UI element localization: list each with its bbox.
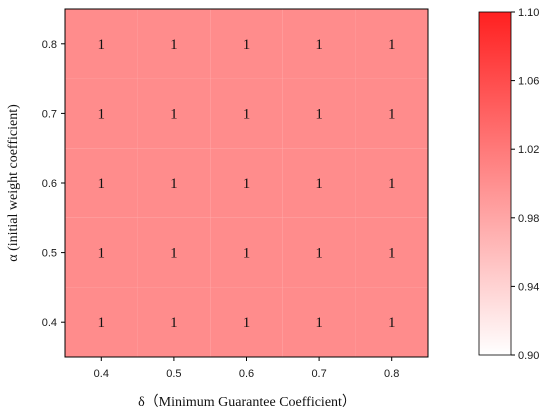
heatmap-cell: [210, 217, 283, 288]
cell-value-label: 1: [315, 315, 323, 331]
heatmap-cell: [65, 217, 138, 288]
cell-value-label: 1: [170, 37, 178, 53]
y-tick-label: 0.6: [42, 178, 57, 190]
heatmap-cell: [137, 78, 211, 149]
heatmap-cell: [210, 9, 283, 79]
x-tick-label: 0.5: [166, 368, 181, 380]
cell-value-label: 1: [98, 315, 106, 331]
cell-value-label: 1: [243, 37, 251, 53]
colorbar-tick-label: 0.90: [518, 350, 539, 362]
x-tick-label: 0.8: [384, 368, 399, 380]
heatmap-cell: [282, 78, 356, 149]
x-tick-label: 0.6: [239, 368, 254, 380]
heatmap-cell: [137, 9, 211, 79]
cell-value-label: 1: [243, 315, 251, 331]
heatmap-cell: [282, 148, 356, 218]
colorbar-tick-label: 1.02: [518, 144, 539, 156]
heatmap-cell: [210, 148, 283, 218]
colorbar-tick-label: 1.10: [518, 7, 539, 19]
y-tick-label: 0.5: [42, 248, 57, 260]
heatmap-cell: [355, 148, 428, 218]
cell-labels: 1 1 1 1 1 1 1 1 1 1 1 1 1 1 1 1 1 1 1 1 1 1 1 1 1: [98, 37, 396, 331]
cell-value-label: 1: [388, 37, 396, 53]
cell-value-label: 1: [243, 106, 251, 122]
cell-value-label: 1: [243, 246, 251, 262]
colorbar: 0.90 0.94 0.98 1.02 1.06 1.10: [478, 7, 539, 362]
y-tick-label: 0.7: [42, 108, 57, 120]
cell-value-label: 1: [170, 106, 178, 122]
cell-value-label: 1: [170, 246, 178, 262]
x-axis-label: δ（Minimum Guarantee Coefficient）: [138, 394, 356, 410]
y-tick-label: 0.4: [42, 317, 57, 329]
heatmap-cell: [137, 148, 211, 218]
cell-value-label: 1: [98, 246, 106, 262]
cell-value-label: 1: [98, 176, 106, 192]
y-axis-label: α (initial weight coefficient): [6, 104, 21, 262]
colorbar-tick-label: 0.94: [518, 281, 539, 293]
heatmap-cell: [355, 217, 428, 288]
colorbar-gradient: [478, 11, 512, 356]
heatmap-cell: [355, 287, 428, 357]
cell-value-label: 1: [315, 106, 323, 122]
cell-value-label: 1: [388, 106, 396, 122]
cell-value-label: 1: [315, 176, 323, 192]
heatmap-cell: [65, 9, 138, 79]
cell-value-label: 1: [388, 176, 396, 192]
cell-value-label: 1: [170, 315, 178, 331]
axes: 0.4 0.5 0.6 0.7 0.8 0.4 0.5 0.6 0.7 0.8: [42, 8, 429, 380]
heatmap-cell: [65, 78, 138, 149]
heatmap-cell: [65, 148, 138, 218]
cell-value-label: 1: [315, 246, 323, 262]
heatmap-cell: [282, 217, 356, 288]
heatmap-cell: [65, 287, 138, 357]
cell-value-label: 1: [388, 315, 396, 331]
cell-value-label: 1: [243, 176, 251, 192]
heatmap-cell: [137, 287, 211, 357]
x-tick-label: 0.7: [311, 368, 326, 380]
heatmap-cell: [137, 217, 211, 288]
heatmap-cell: [355, 9, 428, 79]
x-tick-label: 0.4: [94, 368, 109, 380]
heatmap-cell: [210, 287, 283, 357]
heatmap-cell: [282, 287, 356, 357]
heatmap-cell: [282, 9, 356, 79]
cell-value-label: 1: [98, 37, 106, 53]
colorbar-tick-label: 0.98: [518, 213, 539, 225]
cell-value-label: 1: [388, 246, 396, 262]
plot-area: [65, 9, 428, 357]
heatmap-cell: [210, 78, 283, 149]
heatmap-cell: [355, 78, 428, 149]
colorbar-tick-label: 1.06: [518, 76, 539, 88]
cell-value-label: 1: [170, 176, 178, 192]
cell-value-label: 1: [315, 37, 323, 53]
y-tick-label: 0.8: [42, 39, 57, 51]
cell-value-label: 1: [98, 106, 106, 122]
